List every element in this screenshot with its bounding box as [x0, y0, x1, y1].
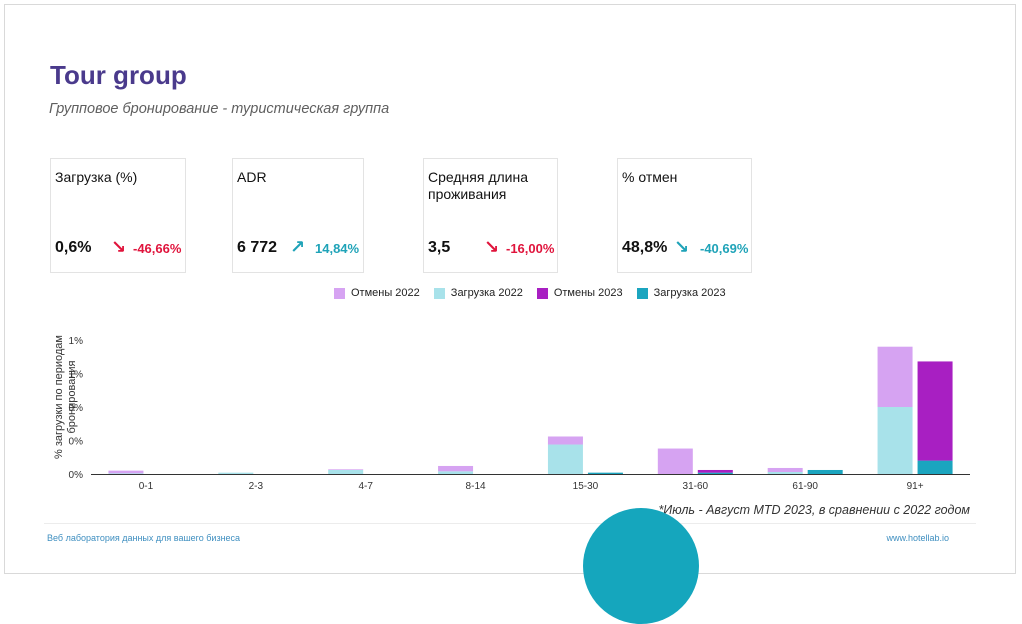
x-tick-label: 61-90 [792, 481, 818, 492]
decorative-circle [583, 508, 699, 624]
x-tick-label: 0-1 [139, 481, 154, 492]
y-tick-label: 0% [69, 403, 84, 414]
bar-segment [438, 471, 474, 474]
arrow-down-right-icon: ↘ [484, 237, 500, 257]
bar-segment [657, 448, 693, 474]
page-subtitle: Групповое бронирование - туристическая г… [49, 101, 390, 117]
footer-link[interactable]: www.hotellab.io [886, 533, 949, 543]
bar-segment [218, 472, 254, 474]
kpi-card-occupancy: Загрузка (%) 0,6% ↘ -46,66% [50, 158, 186, 273]
bar-segment [547, 436, 583, 445]
kpi-value: 6 772 [237, 239, 278, 256]
legend-label: Загрузка 2023 [653, 287, 726, 299]
bar-segment [767, 467, 803, 472]
kpi-delta: -46,66% [133, 241, 182, 256]
arrow-down-right-icon: ↘ [674, 237, 690, 257]
kpi-value: 3,5 [428, 239, 451, 256]
bar-segment [438, 465, 474, 472]
legend-swatch [536, 287, 548, 299]
legend-item: Загрузка 2022 [433, 287, 523, 299]
bar-segment [108, 470, 144, 474]
kpi-label: Загрузка (%) [55, 169, 138, 185]
bar-segment [547, 444, 583, 474]
bar-segment [767, 471, 803, 474]
kpi-value: 48,8% [622, 239, 668, 256]
bar-segment [697, 472, 733, 474]
bar-segment [877, 407, 913, 474]
x-tick-label: 4-7 [358, 481, 373, 492]
slide-frame [4, 4, 1016, 574]
kpi-card-avg-stay: Средняя длина проживания 3,5 ↘ -16,00% [423, 158, 558, 273]
footnote: *Июль - Август MTD 2023, в сравнении с 2… [658, 503, 970, 517]
kpi-value: 0,6% [55, 239, 92, 256]
legend-label: Загрузка 2022 [450, 287, 523, 299]
arrow-down-right-icon: ↘ [111, 237, 127, 257]
bar-segment [587, 472, 623, 474]
legend-item: Загрузка 2023 [636, 287, 726, 299]
y-tick-label: 1% [69, 370, 84, 381]
legend-swatch [636, 287, 648, 299]
x-tick-label: 8-14 [466, 481, 486, 492]
legend-label: Отмены 2023 [553, 287, 623, 299]
y-tick-label: 0% [69, 437, 84, 448]
x-tick-label: 31-60 [683, 481, 709, 492]
y-tick-label: 1% [69, 336, 84, 347]
bar-segment [917, 460, 953, 474]
legend-label: Отмены 2022 [351, 287, 420, 299]
kpi-card-cancellations: % отмен 48,8% ↘ -40,69% [617, 158, 752, 273]
arrow-up-right-icon: ↗ [290, 237, 306, 257]
legend-item: Отмены 2023 [536, 287, 623, 299]
bar-segment [697, 469, 733, 473]
kpi-card-adr: ADR 6 772 ↗ 14,84% [232, 158, 364, 273]
x-tick-label: 15-30 [573, 481, 599, 492]
bar-segment [108, 473, 144, 474]
bar-segment [807, 469, 843, 474]
y-tick-label: 0% [69, 470, 84, 481]
bar-segment [877, 346, 913, 407]
footer-tagline: Веб лаборатория данных для вашего бизнес… [47, 533, 241, 543]
kpi-delta: -16,00% [506, 241, 555, 256]
legend-swatch [334, 287, 345, 299]
kpi-label: % отмен [622, 169, 678, 185]
bar-segment [917, 361, 953, 461]
bar-segment [328, 469, 364, 470]
x-tick-label: 2-3 [249, 481, 264, 492]
footer-divider [44, 523, 976, 524]
chart-legend: Отмены 2022 Загрузка 2022 Отмены 2023 За… [334, 286, 740, 300]
legend-swatch [433, 287, 445, 299]
kpi-delta: -40,69% [700, 241, 749, 256]
bar-segment [328, 469, 364, 474]
x-tick-label: 91+ [907, 481, 924, 492]
page-title: Tour group [50, 60, 187, 90]
kpi-label: ADR [237, 169, 267, 185]
legend-item: Отмены 2022 [334, 287, 420, 299]
kpi-delta: 14,84% [315, 241, 360, 256]
kpi-label: Средняя длина проживания [428, 169, 529, 202]
bar-chart: 0% 0% 0% 1% 1% 0-1 2-3 4-7 8-14 15-30 31-60 61-90 91… [69, 336, 970, 492]
